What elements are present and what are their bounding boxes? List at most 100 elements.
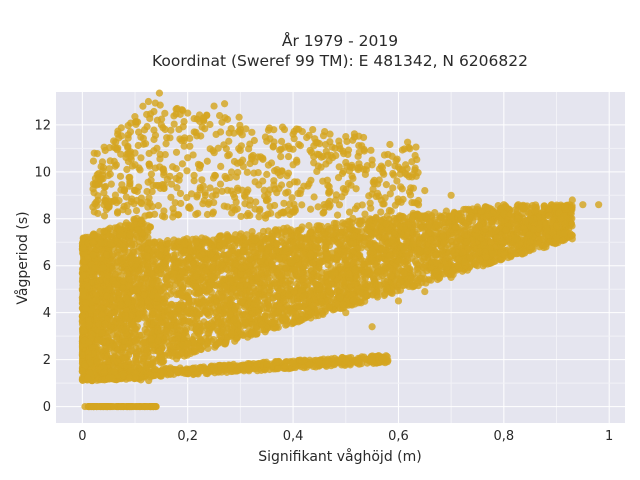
data-point bbox=[145, 211, 153, 219]
data-point bbox=[191, 344, 199, 352]
data-point bbox=[243, 231, 251, 239]
data-point bbox=[366, 283, 374, 291]
data-point bbox=[208, 273, 216, 281]
data-point bbox=[164, 306, 172, 314]
data-point bbox=[561, 220, 569, 228]
data-point bbox=[93, 325, 102, 334]
data-point bbox=[525, 231, 533, 239]
data-point bbox=[282, 264, 290, 272]
data-point bbox=[99, 264, 108, 272]
data-point bbox=[173, 322, 181, 330]
data-point bbox=[459, 248, 467, 256]
data-point bbox=[345, 252, 353, 260]
data-point bbox=[433, 229, 441, 237]
data-point bbox=[272, 239, 281, 247]
data-point bbox=[257, 302, 265, 310]
data-point bbox=[233, 275, 241, 284]
data-point bbox=[395, 212, 404, 220]
data-point bbox=[162, 333, 170, 341]
data-point bbox=[285, 290, 293, 299]
data-point bbox=[140, 314, 149, 322]
data-point bbox=[489, 250, 497, 258]
data-point bbox=[349, 296, 357, 305]
data-point bbox=[561, 203, 569, 211]
data-points bbox=[78, 89, 603, 411]
data-point bbox=[239, 247, 248, 255]
data-point bbox=[107, 343, 116, 351]
data-point bbox=[363, 267, 372, 275]
data-point bbox=[350, 259, 358, 267]
data-point bbox=[204, 321, 212, 329]
data-point bbox=[291, 266, 299, 274]
data-point bbox=[332, 219, 340, 228]
data-point bbox=[400, 246, 408, 255]
data-point bbox=[198, 261, 206, 269]
data-point bbox=[339, 270, 348, 278]
data-point bbox=[147, 360, 155, 368]
data-point bbox=[193, 297, 201, 305]
data-point bbox=[333, 300, 342, 308]
data-point bbox=[452, 223, 460, 231]
data-point bbox=[241, 311, 250, 319]
data-point bbox=[264, 275, 272, 283]
data-point bbox=[79, 244, 87, 252]
data-point bbox=[139, 284, 147, 292]
data-point bbox=[138, 331, 146, 339]
data-point bbox=[482, 225, 490, 233]
data-point bbox=[168, 336, 177, 344]
data-point bbox=[117, 272, 125, 280]
data-point bbox=[336, 263, 344, 271]
data-point bbox=[185, 288, 193, 296]
data-point bbox=[334, 253, 342, 261]
data-point bbox=[410, 282, 418, 290]
data-point bbox=[357, 299, 365, 307]
data-point bbox=[164, 254, 172, 262]
data-point bbox=[275, 255, 283, 263]
data-point bbox=[162, 327, 170, 335]
data-point bbox=[487, 238, 495, 246]
data-point bbox=[242, 236, 250, 245]
data-point bbox=[205, 285, 214, 294]
data-point bbox=[81, 304, 90, 312]
data-point bbox=[322, 244, 330, 252]
data-point bbox=[413, 265, 421, 274]
data-point bbox=[290, 287, 298, 296]
data-point bbox=[252, 291, 260, 299]
data-point bbox=[281, 314, 289, 322]
data-point bbox=[315, 249, 324, 257]
data-point bbox=[309, 259, 317, 267]
data-point bbox=[282, 321, 290, 329]
data-point bbox=[118, 257, 126, 265]
data-point bbox=[150, 318, 158, 326]
data-point bbox=[117, 300, 125, 309]
data-point bbox=[96, 352, 105, 360]
data-point bbox=[315, 264, 323, 272]
data-point bbox=[270, 324, 278, 332]
data-point bbox=[336, 232, 344, 241]
data-point bbox=[121, 221, 129, 230]
data-point bbox=[425, 221, 433, 229]
data-point bbox=[241, 318, 249, 326]
data-point bbox=[133, 315, 142, 323]
data-point bbox=[131, 356, 140, 364]
data-point bbox=[224, 319, 232, 327]
data-point bbox=[162, 274, 170, 282]
data-point bbox=[125, 275, 134, 283]
data-point bbox=[116, 319, 125, 328]
data-point bbox=[165, 351, 173, 359]
data-point bbox=[249, 267, 258, 275]
data-point bbox=[258, 325, 266, 334]
data-point bbox=[466, 253, 474, 261]
data-point bbox=[95, 276, 104, 285]
data-point bbox=[537, 235, 545, 243]
data-point bbox=[132, 286, 141, 294]
data-point bbox=[270, 278, 279, 287]
data-point bbox=[92, 291, 100, 299]
data-point bbox=[134, 226, 142, 234]
data-point bbox=[80, 327, 88, 335]
data-point bbox=[433, 259, 441, 268]
data-point bbox=[375, 281, 383, 289]
data-point bbox=[348, 291, 357, 299]
data-point bbox=[94, 320, 103, 328]
